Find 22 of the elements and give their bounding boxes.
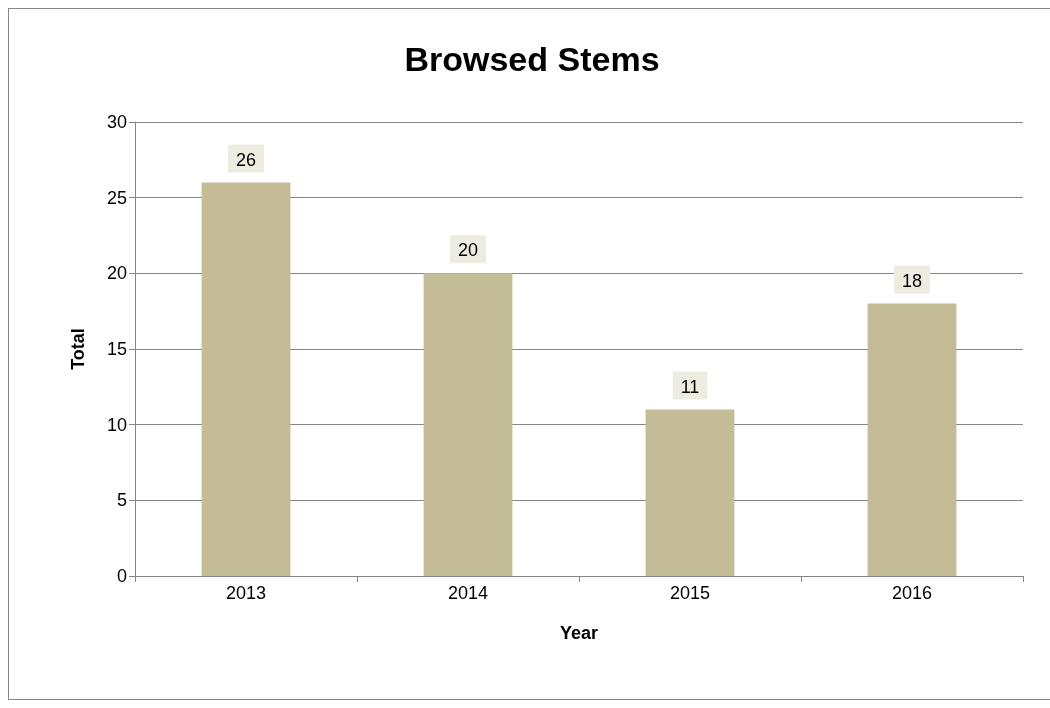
- x-tick-label: 2016: [891, 583, 933, 603]
- y-tick-label: 20: [106, 263, 127, 284]
- data-label: 20: [457, 240, 479, 261]
- y-tick-label: 10: [106, 414, 127, 435]
- bar: [201, 182, 291, 576]
- data-label: 11: [680, 376, 700, 397]
- bar: [645, 409, 735, 576]
- bar: [867, 303, 957, 576]
- y-tick-label: 25: [106, 187, 127, 208]
- data-label: 18: [901, 270, 923, 291]
- y-axis-title: Total: [68, 328, 88, 370]
- x-tick-label: 2015: [669, 583, 711, 603]
- y-tick-label: 15: [106, 339, 127, 359]
- bar: [423, 273, 513, 576]
- y-tick-label: 30: [106, 112, 127, 132]
- chart-title: Browsed Stems: [404, 40, 660, 78]
- x-tick-label: 2014: [447, 583, 489, 603]
- y-tick-label: 5: [116, 490, 127, 511]
- data-label: 26: [235, 149, 257, 170]
- x-tick-label: 2013: [225, 583, 267, 603]
- y-tick-label: 0: [116, 566, 127, 586]
- x-axis-title: Year: [559, 623, 599, 643]
